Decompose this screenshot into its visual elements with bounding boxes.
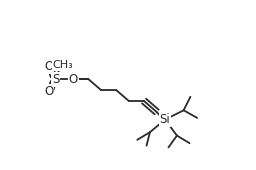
Text: O: O (44, 85, 54, 98)
Text: O: O (69, 73, 78, 86)
Text: CH₃: CH₃ (53, 60, 73, 70)
Text: O: O (44, 60, 54, 73)
Text: S: S (52, 73, 59, 86)
Text: Si: Si (160, 113, 170, 126)
